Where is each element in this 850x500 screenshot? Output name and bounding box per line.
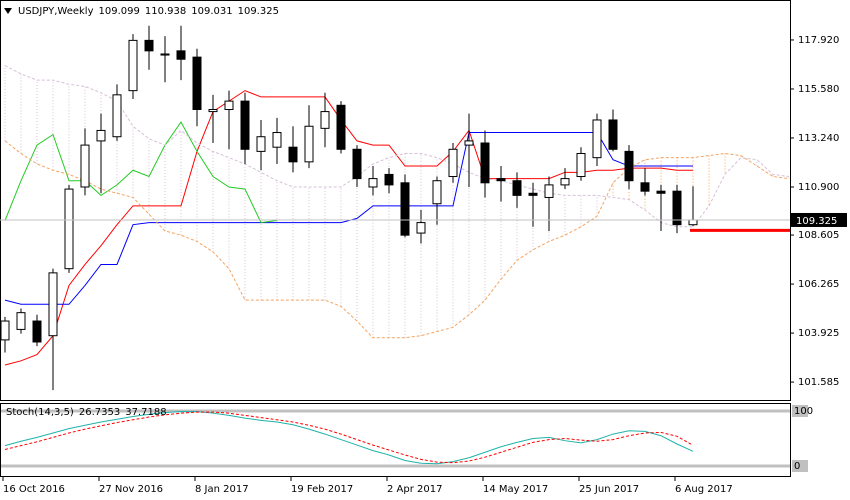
candle-body [320,111,330,129]
price-label-box [791,212,847,227]
candle-body [112,94,122,138]
candle-body [640,182,650,192]
candle-body [272,132,282,148]
stoch-line [4,411,694,464]
candle-body [624,150,634,182]
candle-body [96,129,106,142]
x-tick-label: 25 Jun 2017 [579,484,639,495]
x-tick-label: 6 Aug 2017 [675,484,733,495]
y-tick-label: 113.240 [798,133,839,144]
candle-body [416,222,426,234]
indicator-line [4,140,790,339]
candle-body [432,180,442,205]
menu-triangle [4,8,12,14]
candle-body [80,144,90,188]
candle-body [64,188,74,270]
candle-body [208,108,218,113]
candle-body [176,50,186,60]
header-field: USDJPY,Weekly [18,6,94,17]
header-field: 110.938 [145,6,186,17]
candle-body [544,184,554,198]
stoch-frame [0,403,791,477]
candle-body [528,192,538,196]
candle-body [128,39,138,92]
candle-body [688,219,698,226]
candle-body [336,104,346,150]
x-tick-label: 14 May 2017 [483,484,548,495]
candle-body [672,190,682,226]
candle-body [608,119,618,150]
candle-body [16,312,26,330]
candle-body [256,136,266,152]
candle-body [512,180,522,196]
stoch-line [4,411,694,465]
indicator-line [4,121,278,224]
x-tick-label: 16 Oct 2016 [3,484,65,495]
y-tick-label: 106.265 [798,279,839,290]
y-tick-label: 108.605 [798,230,839,241]
header-field: 109.325 [238,6,279,17]
candle-body [384,173,394,186]
candle-body [304,125,314,163]
candle-body [368,178,378,188]
candle-body [496,178,506,182]
candle-body [224,100,234,110]
candle-body [192,56,202,110]
y-tick-label: 103.925 [798,328,839,339]
header-field: 109.099 [99,6,140,17]
stoch-tick-box [792,459,808,472]
candle-body [288,146,298,163]
candle-body [32,320,42,343]
candle-body [240,100,250,150]
candle-body [560,178,570,186]
y-tick-label: 115.580 [798,84,839,95]
candle-body [400,182,410,236]
candle-body [144,39,154,52]
candle-body [592,119,602,159]
candle-body [480,142,490,184]
header-field: 109.031 [191,6,232,17]
x-tick-label: 8 Jan 2017 [195,484,249,495]
stoch-header-field: 26.7353 [79,407,120,418]
candle-body [352,148,362,180]
candle-body [160,53,170,56]
x-tick-label: 19 Feb 2017 [291,484,353,495]
y-tick-label: 110.900 [798,182,839,193]
chart-header: USDJPY,Weekly 109.099 110.938 109.031 109.32… [18,6,279,17]
stoch-header-field: Stoch(14,3,5) [6,407,74,418]
indicator-line [4,65,790,228]
candle-body [656,190,666,194]
x-tick-label: 27 Nov 2016 [99,484,163,495]
candle-body [576,152,586,178]
candle-body [448,148,458,178]
candle-body [48,272,58,337]
candle-body [464,140,474,146]
indicator-line [4,132,693,305]
stoch-tick-box [792,404,808,417]
price-label: 109.325 [796,216,837,227]
y-tick-label: 117.920 [798,35,839,46]
stoch-header-field: 37.7188 [125,407,166,418]
stoch-header: Stoch(14,3,5) 26.7353 37.7188 [6,407,167,418]
stoch-tick-label: 0 [794,461,800,472]
y-tick-label: 101.585 [798,377,839,388]
candle-body [0,320,10,341]
x-tick-label: 2 Apr 2017 [387,484,442,495]
stoch-tick-label: 100 [794,406,813,417]
main-frame [0,0,791,401]
